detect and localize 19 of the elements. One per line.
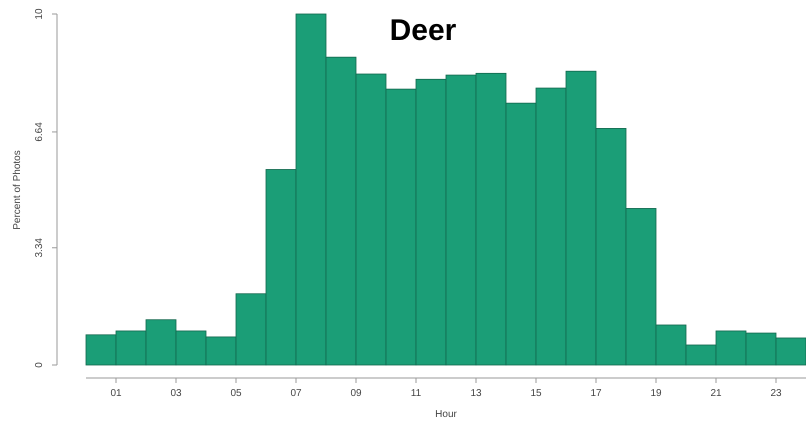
y-tick-label: 10 xyxy=(34,8,45,20)
x-tick-label: 19 xyxy=(650,388,662,399)
x-tick-label: 23 xyxy=(770,388,782,399)
x-tick-label: 09 xyxy=(350,388,362,399)
x-axis-title: Hour xyxy=(435,409,458,420)
x-tick-label: 03 xyxy=(170,388,182,399)
x-tick-label: 01 xyxy=(110,388,122,399)
chart-title: Deer xyxy=(390,14,457,47)
y-tick-label: 0 xyxy=(34,362,45,368)
y-tick-label: 6.64 xyxy=(34,122,45,142)
x-tick-label: 13 xyxy=(470,388,482,399)
x-tick-label: 11 xyxy=(410,388,422,399)
y-tick-label: 3.34 xyxy=(34,238,45,258)
x-tick-label: 21 xyxy=(710,388,722,399)
x-tick-label: 17 xyxy=(590,388,602,399)
x-tick-label: 05 xyxy=(230,388,242,399)
y-axis-title: Percent of Photos xyxy=(12,150,23,230)
x-tick-label: 07 xyxy=(290,388,302,399)
x-tick-label: 15 xyxy=(530,388,542,399)
